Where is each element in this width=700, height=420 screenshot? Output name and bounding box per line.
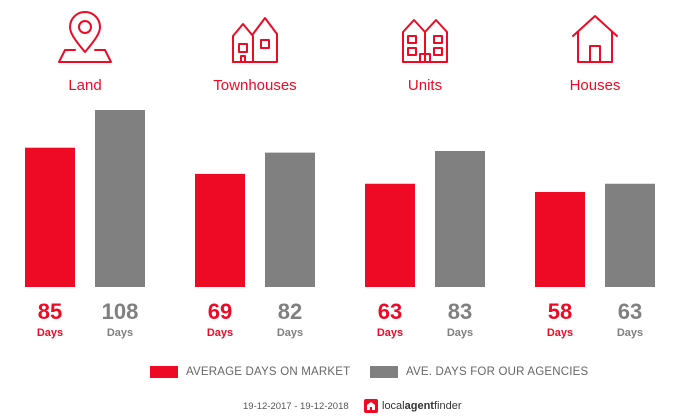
bar-units-average: [365, 183, 415, 287]
data-label-units-average: 63: [378, 299, 402, 324]
townhouses-icon: [232, 17, 278, 63]
bar-land-agencies: [95, 110, 145, 287]
bar-units-agencies: [435, 150, 485, 287]
legend: AVERAGE DAYS ON MARKET AVE. DAYS FOR OUR…: [0, 364, 700, 380]
brand-prefix: local: [382, 400, 405, 412]
data-label-townhouses-average: 69: [208, 299, 232, 324]
unit-label-townhouses-agencies: Days: [277, 327, 303, 339]
data-label-land-agencies: 108: [102, 299, 139, 324]
data-label-houses-average: 58: [548, 299, 572, 324]
footer: 19-12-2017 - 19-12-2018 localagentfinder: [0, 399, 700, 415]
house-icon: [572, 15, 618, 63]
unit-label-houses-agencies: Days: [617, 327, 643, 339]
unit-label-units-average: Days: [377, 327, 403, 339]
brand-strong: agent: [404, 400, 434, 412]
bar-townhouses-average: [195, 173, 245, 287]
data-label-land-average: 85: [38, 299, 62, 324]
units-icon: [402, 19, 448, 63]
category-label-townhouses: Townhouses: [213, 77, 296, 94]
unit-label-houses-average: Days: [547, 327, 573, 339]
unit-label-townhouses-average: Days: [207, 327, 233, 339]
date-range: 19-12-2017 - 19-12-2018: [243, 401, 349, 412]
brand-badge-icon: [364, 399, 378, 413]
data-label-townhouses-agencies: 82: [278, 299, 302, 324]
map-pin-icon: [58, 11, 112, 63]
category-label-land: Land: [68, 77, 101, 94]
bar-houses-average: [535, 191, 585, 287]
data-label-houses-agencies: 63: [618, 299, 642, 324]
brand-suffix: finder: [433, 400, 462, 412]
legend-label-agencies-days: AVE. DAYS FOR OUR AGENCIES: [406, 366, 589, 378]
legend-label-average-days: AVERAGE DAYS ON MARKET: [186, 366, 351, 378]
brand-text: localagentfinder: [382, 400, 462, 412]
legend-swatch-agencies-days: [370, 366, 398, 378]
unit-label-units-agencies: Days: [447, 327, 473, 339]
brand-logo: localagentfinder: [364, 399, 462, 413]
category-label-units: Units: [408, 77, 442, 94]
legend-swatch-average-days: [150, 366, 178, 378]
unit-label-land-agencies: Days: [107, 327, 133, 339]
bar-land-average: [25, 147, 75, 287]
category-label-houses: Houses: [570, 77, 621, 94]
unit-label-land-average: Days: [37, 327, 63, 339]
legend-item-average-days: AVERAGE DAYS ON MARKET: [150, 364, 350, 380]
bar-townhouses-agencies: [265, 152, 315, 287]
legend-item-agencies-days: AVE. DAYS FOR OUR AGENCIES: [370, 364, 588, 380]
data-label-units-agencies: 83: [448, 299, 472, 324]
bar-houses-agencies: [605, 183, 655, 287]
